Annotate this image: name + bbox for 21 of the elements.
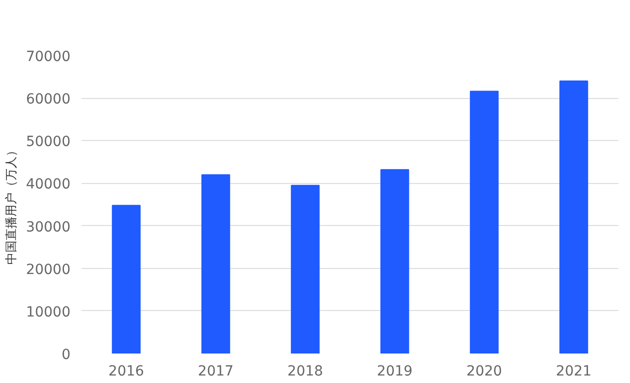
- bar: [112, 204, 141, 354]
- y-tick-label: 70000: [26, 49, 71, 65]
- x-tick-label: 2018: [287, 364, 324, 380]
- x-tick-label: 2017: [198, 364, 234, 380]
- y-tick-label: 30000: [26, 219, 71, 236]
- bar: [380, 169, 410, 354]
- bar: [470, 90, 499, 354]
- x-tick-label: 2021: [556, 364, 592, 380]
- y-tick-label: 60000: [26, 92, 71, 108]
- y-axis-title: 中国直播用户（万人）: [4, 144, 18, 264]
- y-tick-label: 0: [62, 347, 71, 363]
- y-tick-label: 20000: [26, 262, 71, 278]
- x-tick-label: 2020: [466, 364, 502, 380]
- bar: [201, 174, 230, 354]
- x-tick-label: 2016: [108, 364, 144, 380]
- x-tick-label: 2019: [376, 364, 413, 380]
- y-tick-label: 50000: [26, 134, 71, 150]
- y-tick-label: 10000: [26, 304, 71, 320]
- bar: [559, 80, 588, 354]
- y-tick-label: 40000: [26, 176, 71, 193]
- bar: [290, 184, 320, 354]
